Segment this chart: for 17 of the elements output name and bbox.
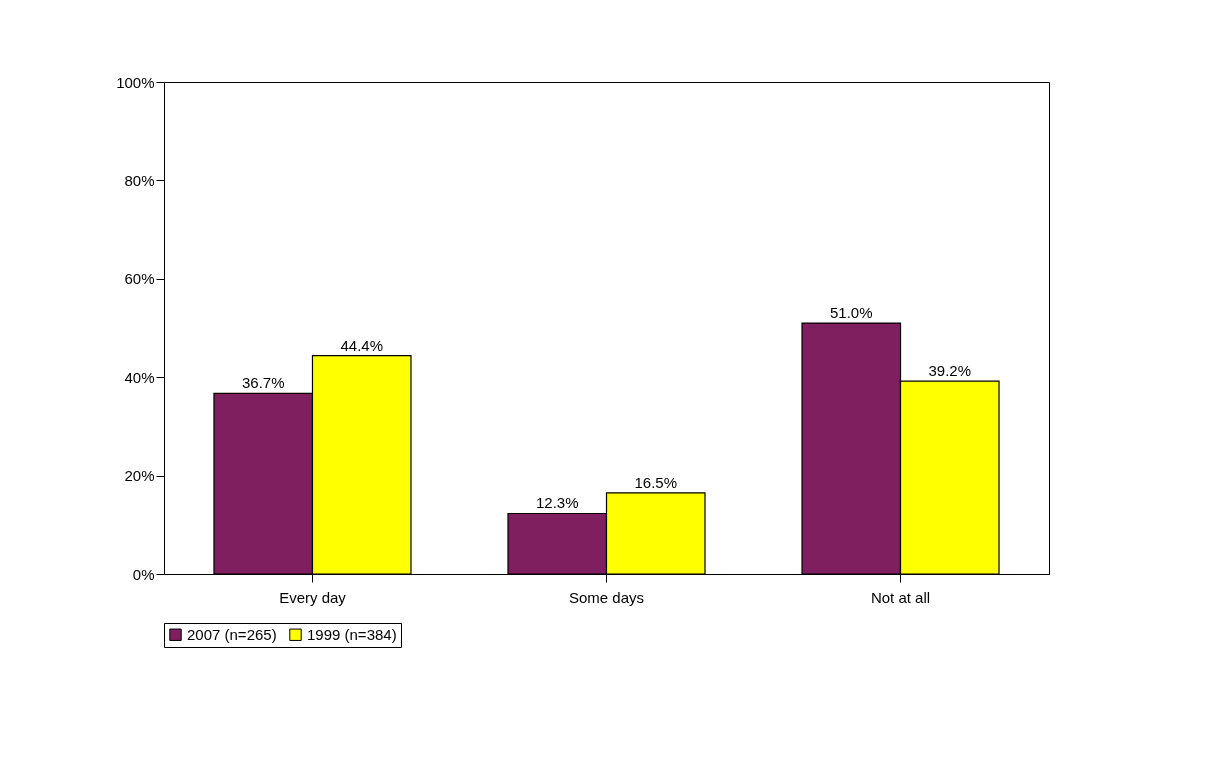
x-tick-label: Every day (279, 588, 347, 606)
x-tick-label: Not at all (870, 588, 931, 606)
data-label: 51.0% (830, 304, 873, 322)
y-tick-label: 100% (116, 73, 155, 91)
data-label: 44.4% (340, 336, 383, 354)
data-label: 39.2% (928, 362, 972, 380)
y-tick-label: 60% (124, 270, 155, 288)
y-tick-label: 20% (124, 467, 155, 485)
data-label: 16.5% (634, 473, 678, 491)
legend-label: 1999 (n=384) (307, 625, 397, 643)
data-label: 36.7% (241, 374, 285, 392)
data-label: 12.3% (535, 494, 579, 512)
x-tick-label: Some days (568, 588, 645, 606)
y-tick-label: 40% (124, 368, 155, 386)
y-tick-label: 80% (124, 171, 155, 189)
y-tick-label: 0% (132, 565, 155, 583)
legend-label: 2007 (n=265) (187, 625, 277, 643)
